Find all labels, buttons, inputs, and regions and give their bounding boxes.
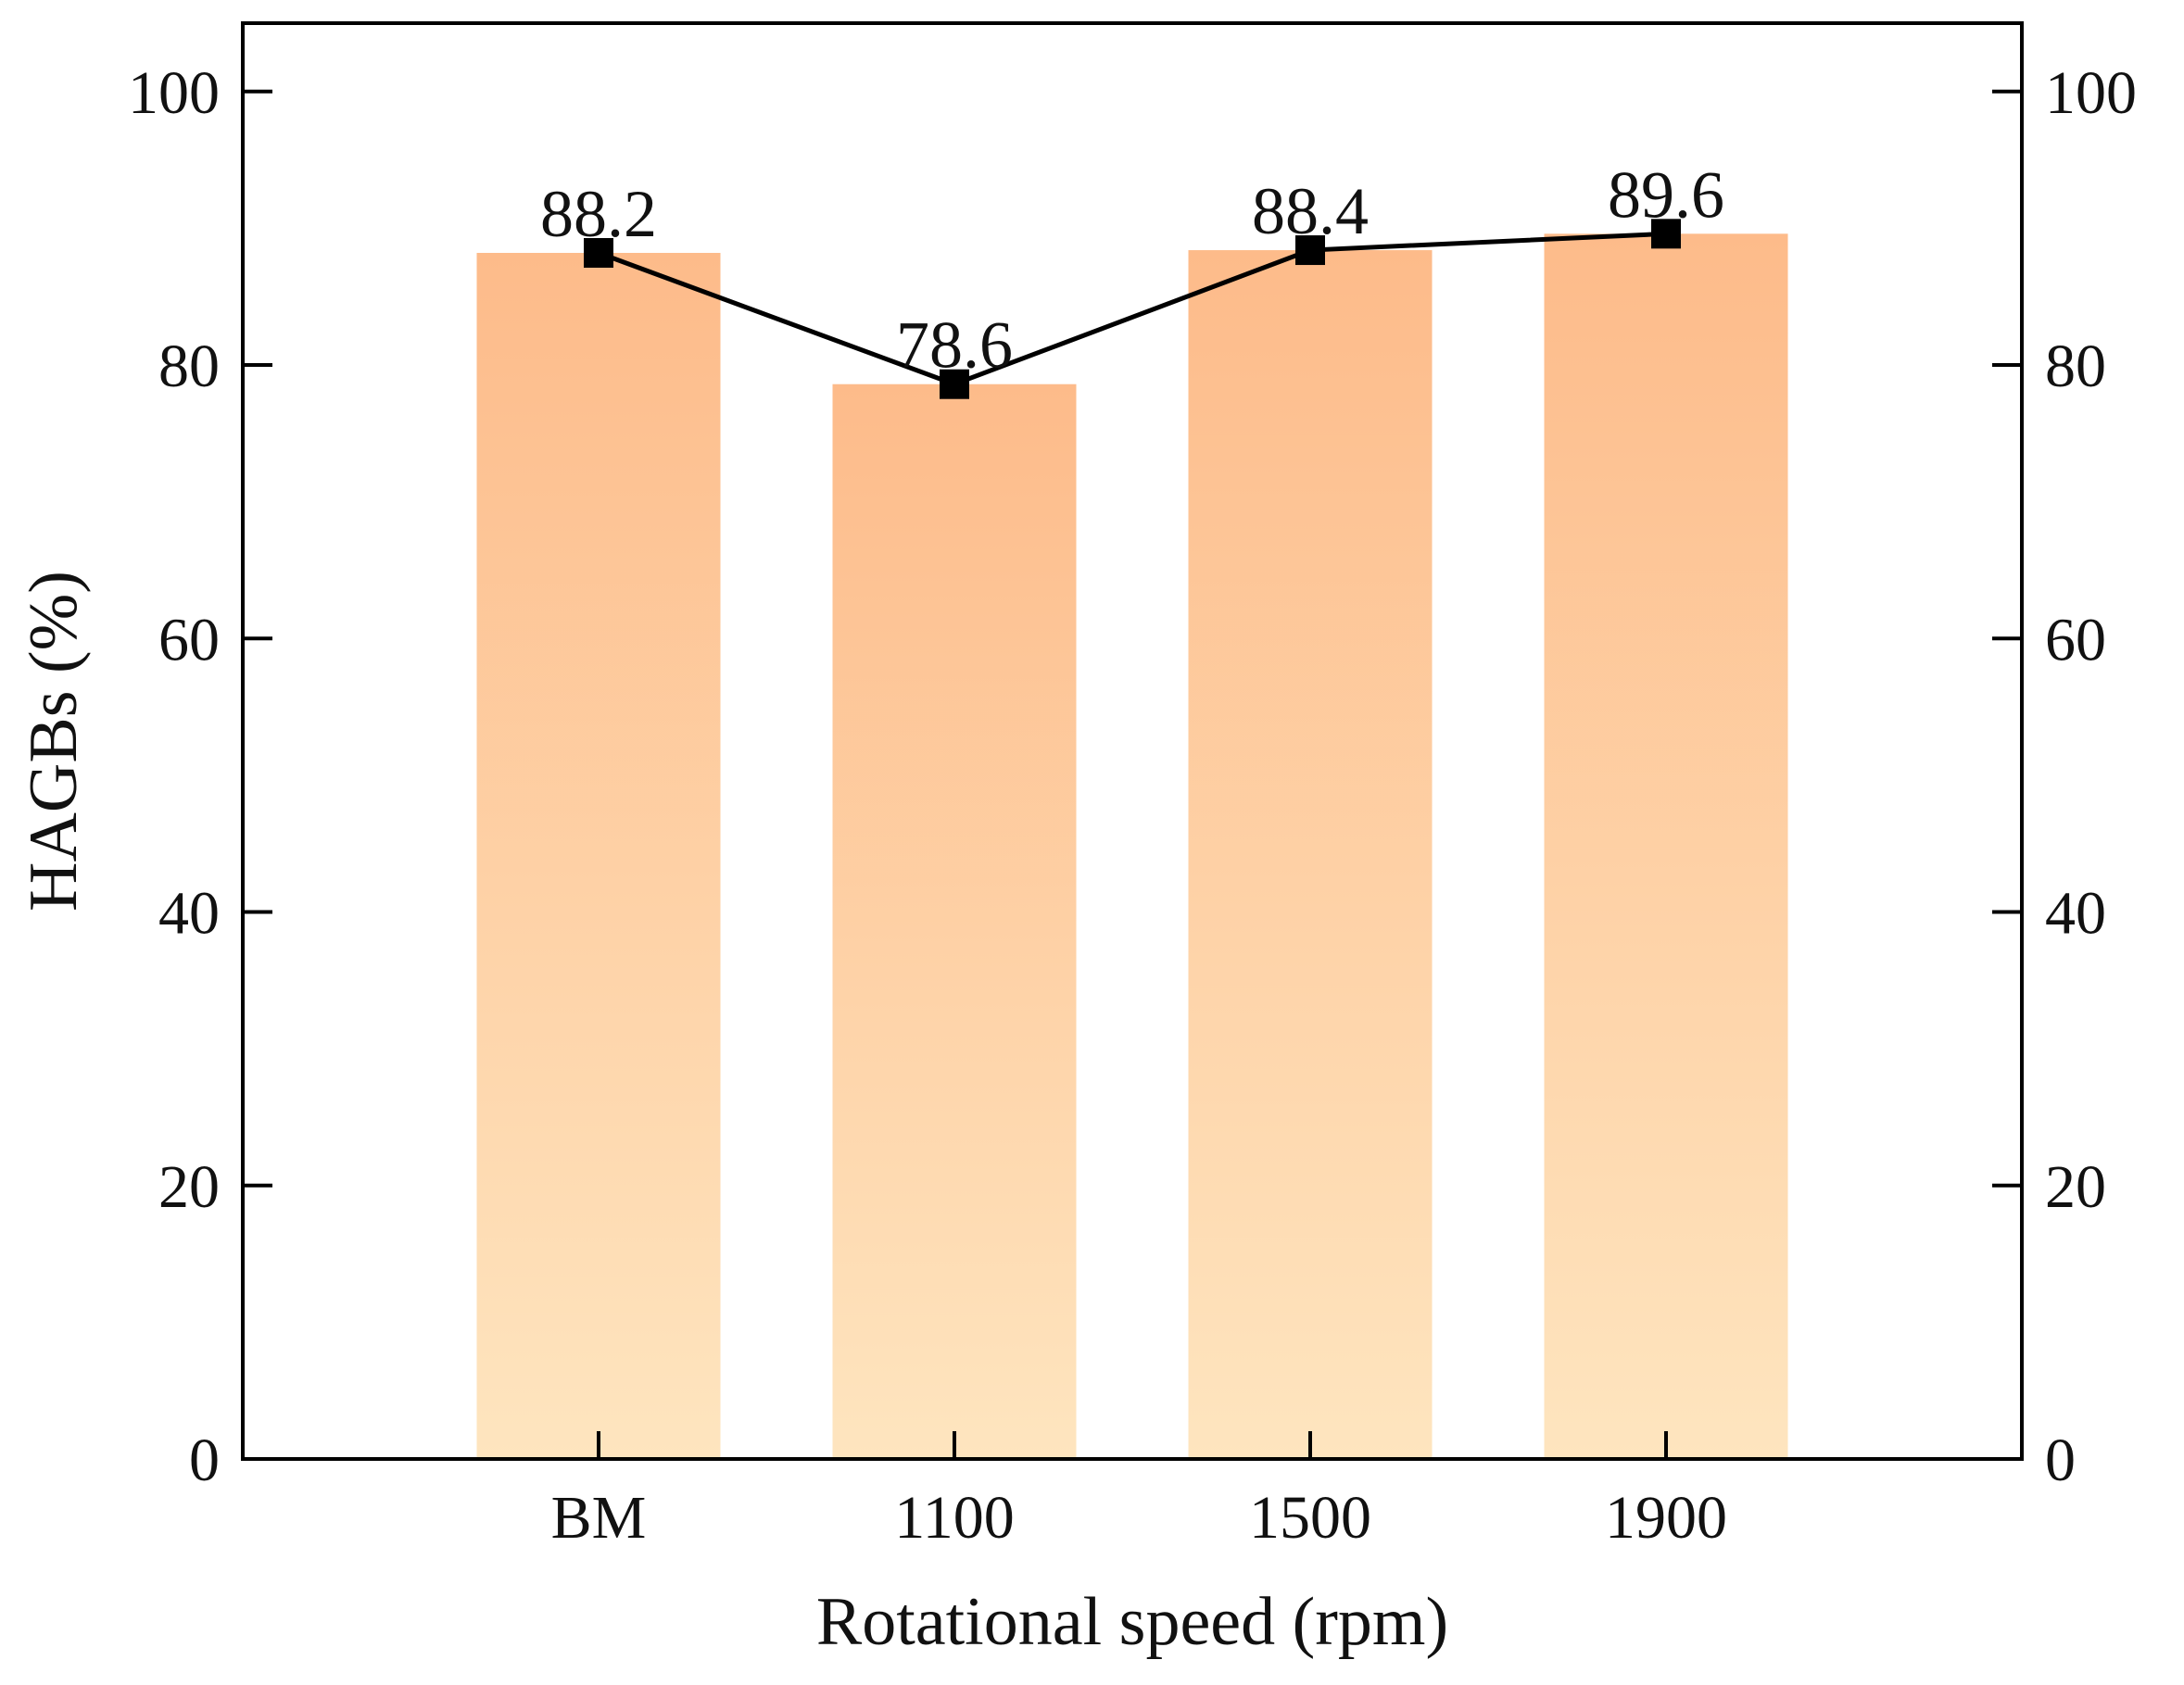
y-tick-label-right: 60 [2045,606,2106,673]
line-marker [1295,235,1325,266]
data-label: 78.6 [896,308,1013,383]
y-axis-title: HAGBs (%) [16,571,92,912]
line-marker [584,238,613,268]
bar-1900 [1544,233,1788,1459]
y-tick-label-right: 40 [2045,880,2106,948]
line-marker [940,369,969,399]
series-line [598,231,1667,387]
y-tick-label-left: 100 [128,59,220,127]
data-label: 88.2 [540,177,657,251]
y-tick-label-right: 0 [2045,1427,2076,1494]
labels-layer: 88.2 78.6 88.4 89.6 [540,157,1724,382]
x-tick-label: BM [551,1484,647,1552]
y-tick-label-right: 80 [2045,333,2106,400]
y-tick-label-left: 40 [158,880,220,948]
y-tick-label-right: 20 [2045,1153,2106,1221]
line-marker [1651,219,1681,249]
line-layer [584,219,1681,399]
y-tick-label-left: 60 [158,606,220,673]
x-tick-label: 1100 [894,1484,1015,1552]
bar-BM [476,253,721,1459]
data-label: 89.6 [1608,157,1724,232]
bars-layer [476,233,1788,1459]
y-tick-label-left: 0 [189,1427,220,1494]
bar-1500 [1188,250,1433,1459]
x-tick-label: 1900 [1605,1484,1727,1552]
y-tick-label-left: 20 [158,1153,220,1221]
y-tick-label-right: 100 [2045,59,2137,127]
data-label: 88.4 [1252,174,1369,248]
bar-1100 [832,384,1077,1459]
axes-layer: 0 0 20 20 40 40 60 60 80 80 100 100 BM 1100 1500 1900 [128,21,2137,1552]
x-axis-title: Rotational speed (rpm) [816,1584,1448,1660]
y-tick-label-left: 80 [158,333,220,400]
plot-frame [241,21,2024,1461]
x-tick-label: 1500 [1249,1484,1371,1552]
